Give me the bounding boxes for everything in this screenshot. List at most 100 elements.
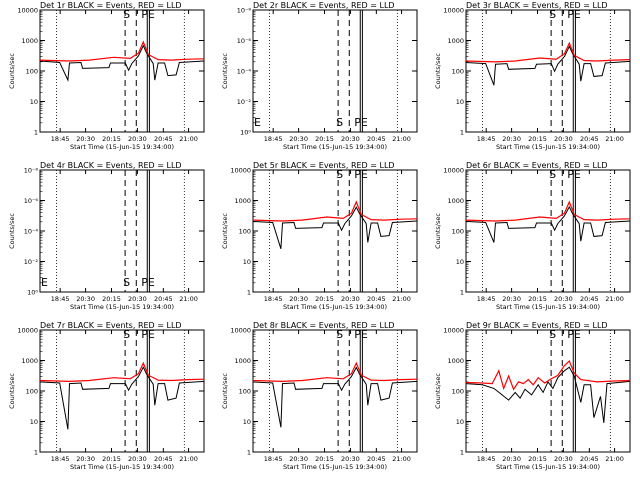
y-tick-label: 10000	[443, 327, 464, 335]
y-tick-label: 100	[26, 68, 38, 76]
y-tick-label: 10⁻⁴	[237, 68, 252, 76]
y-tick-label: 1000	[21, 357, 38, 365]
series-lld-line	[465, 359, 631, 391]
x-tick-label: 18:45	[264, 135, 283, 143]
y-tick-label: 10	[30, 98, 38, 106]
x-tick-label: 20:15	[528, 135, 547, 143]
x-tick-label: 20:45	[367, 135, 386, 143]
marker-label-s: S	[123, 276, 130, 289]
x-tick-label: 21:00	[605, 295, 624, 303]
x-tick-label: 20:30	[128, 135, 147, 143]
x-tick-label: 20:15	[102, 135, 121, 143]
x-tick-label: 21:00	[179, 455, 198, 463]
y-tick-label: 10	[456, 258, 464, 266]
x-tick-label: 20:45	[367, 455, 386, 463]
panel-det-7r: Det 7r BLACK = Events, RED = LLD 1 10 100 10…	[8, 321, 205, 471]
panel-title: Det 3r BLACK = Events, RED = LLD	[466, 1, 608, 10]
y-axis-label: Counts/sec	[221, 213, 229, 249]
y-tick-label: 10000	[17, 327, 38, 335]
x-axis-label: Start Time (15-Jun-15 19:34:00)	[283, 303, 387, 311]
y-tick-label: 10	[243, 258, 251, 266]
marker-label-pe: PE	[141, 8, 155, 21]
x-tick-label: 20:45	[154, 295, 173, 303]
y-tick-label: 10000	[230, 167, 251, 175]
y-tick-label: 10000	[230, 327, 251, 335]
panel-det-3r: Det 3r BLACK = Events, RED = LLD 1 10 100 10…	[434, 1, 631, 151]
series-lld-line	[465, 41, 631, 63]
x-tick-label: 20:30	[341, 295, 360, 303]
x-tick-label: 18:45	[264, 455, 283, 463]
y-tick-label: 10⁰	[240, 129, 251, 137]
y-tick-label: 100	[452, 228, 464, 236]
panel-det-1r: Det 1r BLACK = Events, RED = LLD 1 10 100 10…	[8, 1, 205, 151]
y-axis-label: Counts/sec	[434, 53, 442, 89]
panel-title: Det 5r BLACK = Events, RED = LLD	[253, 161, 395, 170]
x-tick-label: 20:45	[580, 455, 599, 463]
x-axis-label: Start Time (15-Jun-15 19:34:00)	[70, 143, 174, 151]
marker-label-s: S	[549, 328, 556, 341]
marker-label-s: S	[549, 8, 556, 21]
x-tick-label: 20:30	[128, 455, 147, 463]
x-tick-label: 20:15	[528, 455, 547, 463]
marker-label-s: S	[123, 328, 130, 341]
y-tick-label: 100	[26, 388, 38, 396]
y-tick-label: 10⁻⁶	[24, 197, 39, 205]
y-axis-label: Counts/sec	[8, 373, 16, 409]
y-axis-label: Counts/sec	[221, 373, 229, 409]
panel-title: Det 8r BLACK = Events, RED = LLD	[253, 321, 395, 330]
marker-label-e: E	[254, 116, 261, 129]
marker-label-s: S	[549, 168, 556, 181]
y-tick-label: 1000	[21, 37, 38, 45]
y-tick-label: 1000	[234, 197, 251, 205]
y-tick-label: 10⁻⁶	[237, 37, 252, 45]
plot-frame	[465, 169, 631, 293]
plot-frame	[252, 329, 418, 453]
marker-label-s: S	[336, 328, 343, 341]
x-tick-label: 20:45	[367, 295, 386, 303]
marker-label-pe: PE	[567, 328, 581, 341]
plot-frame	[39, 9, 205, 133]
series-lld-line	[39, 40, 205, 62]
x-tick-label: 20:30	[502, 455, 521, 463]
x-tick-label: 18:45	[51, 455, 70, 463]
y-tick-label: 100	[239, 228, 251, 236]
y-tick-label: 10000	[443, 7, 464, 15]
panel-det-5r: Det 5r BLACK = Events, RED = LLD 1 10 100 10…	[221, 161, 418, 311]
x-tick-label: 20:30	[289, 295, 308, 303]
y-tick-label: 1000	[447, 197, 464, 205]
marker-label-pe: PE	[567, 8, 581, 21]
x-axis-label: Start Time (15-Jun-15 19:34:00)	[496, 463, 600, 471]
panel-title: Det 4r BLACK = Events, RED = LLD	[40, 161, 182, 170]
plot-frame	[252, 9, 418, 133]
y-tick-label: 1	[460, 289, 464, 297]
y-tick-label: 1	[34, 129, 38, 137]
y-tick-label: 100	[452, 388, 464, 396]
y-tick-label: 1000	[447, 357, 464, 365]
y-axis-label: Counts/sec	[434, 373, 442, 409]
plot-frame	[465, 9, 631, 133]
y-tick-label: 1	[247, 289, 251, 297]
x-tick-label: 18:45	[477, 455, 496, 463]
y-axis-label: Counts/sec	[8, 53, 16, 89]
x-tick-label: 18:45	[477, 135, 496, 143]
x-tick-label: 21:00	[179, 135, 198, 143]
y-tick-label: 10	[30, 418, 38, 426]
y-tick-label: 10	[456, 418, 464, 426]
marker-label-pe: PE	[354, 168, 368, 181]
x-tick-label: 21:00	[605, 135, 624, 143]
x-tick-label: 20:45	[580, 295, 599, 303]
x-tick-label: 20:15	[102, 455, 121, 463]
x-tick-label: 21:00	[605, 455, 624, 463]
y-tick-label: 10	[456, 98, 464, 106]
series-events-line	[465, 366, 631, 423]
x-tick-label: 20:30	[289, 135, 308, 143]
panel-det-9r: Det 9r BLACK = Events, RED = LLD 1 10 100 10…	[434, 321, 631, 471]
plot-frame	[252, 169, 418, 293]
x-tick-label: 20:45	[154, 135, 173, 143]
x-tick-label: 20:30	[76, 135, 95, 143]
marker-label-pe: PE	[141, 276, 155, 289]
marker-label-pe: PE	[354, 116, 368, 129]
series-events-line	[252, 206, 418, 249]
series-lld-line	[39, 361, 205, 383]
